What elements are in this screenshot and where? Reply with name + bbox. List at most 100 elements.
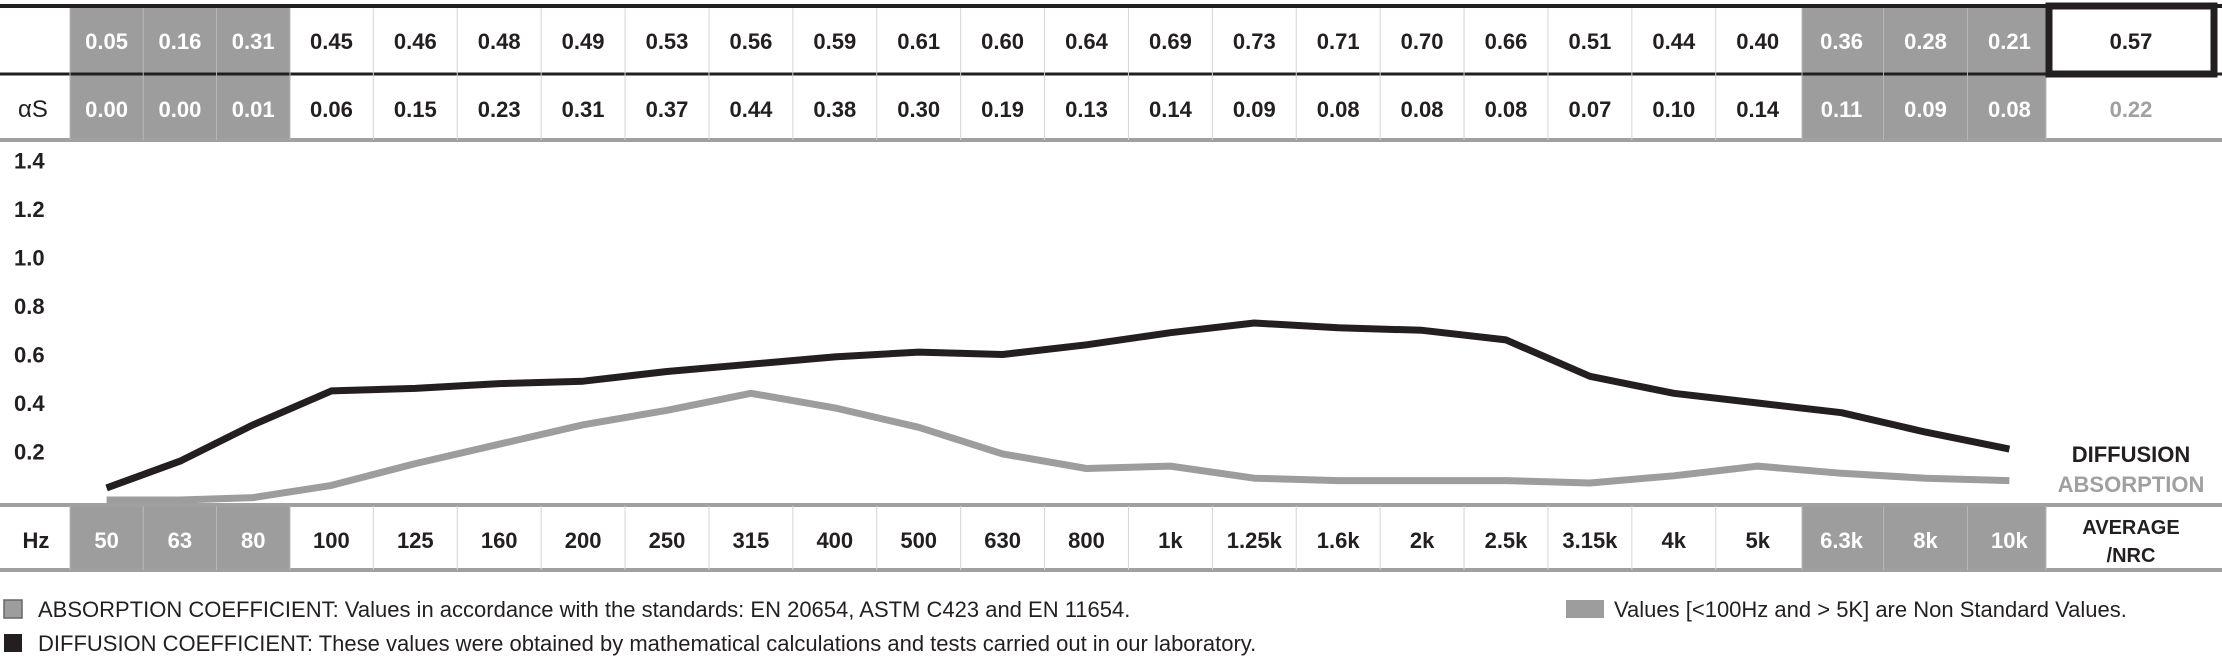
diffusion-value: 0.36 xyxy=(1820,29,1863,54)
diffusion-value: 0.61 xyxy=(897,29,940,54)
diffusion-row: 0.05 0.16 0.31 0.45 0.46 0.48 0.49 0.53 0.56 0.59… xyxy=(85,29,2031,54)
absorption-value: 0.13 xyxy=(1065,97,1108,122)
absorption-value: 0.09 xyxy=(1904,97,1947,122)
diffusion-value: 0.60 xyxy=(981,29,1024,54)
absorption-value: 0.09 xyxy=(1233,97,1276,122)
y-tick-label: 1.0 xyxy=(14,246,45,271)
absorption-nrc-value: 0.22 xyxy=(2110,97,2153,122)
absorption-value: 0.31 xyxy=(562,97,605,122)
absorption-value: 0.08 xyxy=(1317,97,1360,122)
absorption-value: 0.01 xyxy=(232,97,275,122)
absorption-value: 0.23 xyxy=(478,97,521,122)
frequency-label: 630 xyxy=(984,528,1021,553)
average-label-line1: AVERAGE xyxy=(2082,517,2179,539)
diffusion-value: 0.71 xyxy=(1317,29,1360,54)
absorption-note: ABSORPTION COEFFICIENT: Values in accord… xyxy=(38,597,1130,622)
y-tick-label: 0.2 xyxy=(14,440,45,465)
cell-dividers xyxy=(69,8,2047,570)
legend-absorption: ABSORPTION xyxy=(2058,472,2205,497)
frequency-label: 250 xyxy=(649,528,686,553)
frequency-label: 400 xyxy=(816,528,853,553)
non-standard-band-high-bottom xyxy=(1802,506,2046,570)
diffusion-value: 0.45 xyxy=(310,29,353,54)
diffusion-value: 0.59 xyxy=(813,29,856,54)
diffusion-average-value: 0.57 xyxy=(2110,29,2153,54)
non-standard-note: Values [<100Hz and > 5K] are Non Standar… xyxy=(1614,597,2127,622)
diffusion-value: 0.51 xyxy=(1568,29,1611,54)
diffusion-value: 0.56 xyxy=(729,29,772,54)
diffusion-value: 0.69 xyxy=(1149,29,1192,54)
diffusion-value: 0.16 xyxy=(158,29,201,54)
absorption-value: 0.38 xyxy=(813,97,856,122)
absorption-value: 0.07 xyxy=(1568,97,1611,122)
frequency-label: 160 xyxy=(481,528,518,553)
absorption-value: 0.14 xyxy=(1736,97,1780,122)
diffusion-value: 0.48 xyxy=(478,29,521,54)
absorption-value: 0.19 xyxy=(981,97,1024,122)
y-tick-label: 1.2 xyxy=(14,197,45,222)
non-standard-note-swatch xyxy=(1566,600,1604,618)
absorption-value: 0.11 xyxy=(1821,97,1863,122)
diffusion-value: 0.21 xyxy=(1988,29,2031,54)
absorption-value: 0.10 xyxy=(1652,97,1695,122)
diffusion-value: 0.31 xyxy=(232,29,275,54)
diffusion-value: 0.40 xyxy=(1736,29,1779,54)
frequency-label: 315 xyxy=(733,528,770,553)
average-label-line2: /NRC xyxy=(2107,545,2156,567)
frequency-label: 80 xyxy=(241,528,265,553)
y-axis-ticks: 1.4 1.2 1.0 0.8 0.6 0.4 0.2 xyxy=(14,149,45,465)
diffusion-note-swatch xyxy=(4,634,22,652)
absorption-value: 0.14 xyxy=(1149,97,1193,122)
diffusion-value: 0.64 xyxy=(1065,29,1109,54)
x-axis-label: Hz xyxy=(23,528,50,553)
frequency-label: 8k xyxy=(1913,528,1938,553)
absorption-note-swatch xyxy=(3,599,23,619)
diffusion-value: 0.44 xyxy=(1652,29,1696,54)
frequency-label: 10k xyxy=(1991,528,2028,553)
absorption-value: 0.08 xyxy=(1988,97,2031,122)
frequency-label: 2k xyxy=(1410,528,1435,553)
absorption-value: 0.06 xyxy=(310,97,353,122)
absorption-value: 0.44 xyxy=(729,97,773,122)
absorption-value: 0.08 xyxy=(1401,97,1444,122)
frequency-label: 6.3k xyxy=(1820,528,1864,553)
frequency-label: 50 xyxy=(94,528,118,553)
frequency-label: 4k xyxy=(1662,528,1687,553)
frequency-label: 125 xyxy=(397,528,434,553)
diffusion-value: 0.70 xyxy=(1401,29,1444,54)
diffusion-value: 0.53 xyxy=(646,29,689,54)
diffusion-note: DIFFUSION COEFFICIENT: These values were… xyxy=(38,631,1256,656)
non-standard-band-low-bottom xyxy=(70,506,290,570)
frequency-label: 1.6k xyxy=(1317,528,1361,553)
frequency-label: 5k xyxy=(1745,528,1770,553)
frequency-label: 1.25k xyxy=(1227,528,1283,553)
frequency-label: 3.15k xyxy=(1562,528,1618,553)
diffusion-value: 0.73 xyxy=(1233,29,1276,54)
y-tick-label: 1.4 xyxy=(14,149,45,174)
diffusion-value: 0.28 xyxy=(1904,29,1947,54)
frequency-axis: 50 63 80 100 125 160 200 250 315 400 500 630 800 1k 1.… xyxy=(94,528,2028,553)
y-tick-label: 0.6 xyxy=(14,343,45,368)
absorption-value: 0.15 xyxy=(394,97,437,122)
frequency-label: 800 xyxy=(1068,528,1105,553)
average-box xyxy=(2045,2,2218,78)
frequency-label: 63 xyxy=(168,528,192,553)
diffusion-series-line xyxy=(105,319,2011,492)
frequency-label: 100 xyxy=(313,528,350,553)
diffusion-value: 0.05 xyxy=(85,29,128,54)
y-tick-label: 0.4 xyxy=(14,391,45,416)
absorption-value: 0.37 xyxy=(646,97,689,122)
absorption-value: 0.08 xyxy=(1485,97,1528,122)
absorption-value: 0.30 xyxy=(897,97,940,122)
absorption-value: 0.00 xyxy=(85,97,128,122)
absorption-row: 0.00 0.00 0.01 0.06 0.15 0.23 0.31 0.37 0.44 0.38… xyxy=(85,97,2031,122)
diffusion-value: 0.46 xyxy=(394,29,437,54)
frequency-label: 500 xyxy=(900,528,937,553)
absorption-row-label: αS xyxy=(18,96,48,123)
absorption-series-line xyxy=(106,389,2010,504)
frequency-label: 1k xyxy=(1158,528,1183,553)
y-tick-label: 0.8 xyxy=(14,294,45,319)
frequency-label: 200 xyxy=(565,528,602,553)
frequency-label: 2.5k xyxy=(1485,528,1529,553)
